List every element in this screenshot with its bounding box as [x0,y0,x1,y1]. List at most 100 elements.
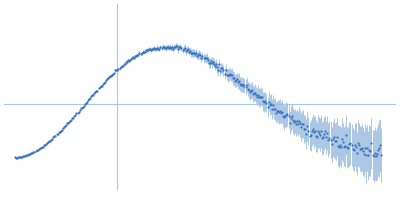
Point [78,106,85,109]
Point [45,141,51,144]
Point [123,60,129,64]
Point [302,127,308,130]
Point [332,140,339,143]
Point [274,109,280,112]
Point [71,114,78,117]
Point [295,122,301,125]
Point [252,91,258,94]
Point [316,131,322,134]
Point [308,130,315,133]
Point [285,114,292,118]
Point [144,49,150,52]
Point [65,121,71,124]
Point [14,156,20,159]
Point [275,110,281,113]
Point [243,83,250,86]
Point [303,133,310,136]
Point [326,136,333,139]
Point [317,133,323,136]
Point [120,64,126,68]
Point [347,142,354,145]
Point [246,88,252,91]
Point [377,143,383,147]
Point [246,90,253,94]
Point [184,48,190,51]
Point [190,52,196,55]
Point [117,65,124,68]
Point [290,119,296,122]
Point [335,144,341,147]
Point [230,76,236,80]
Point [39,145,45,149]
Point [323,136,330,139]
Point [290,121,297,124]
Point [226,72,233,75]
Point [105,77,111,80]
Point [142,49,149,52]
Point [334,135,340,138]
Point [276,110,282,114]
Point [282,114,288,117]
Point [293,122,299,125]
Point [43,142,49,146]
Point [197,54,204,57]
Point [127,58,133,61]
Point [286,121,293,124]
Point [21,154,27,157]
Point [175,48,182,51]
Point [343,133,350,136]
Point [330,137,336,141]
Point [132,55,138,58]
Point [60,127,66,130]
Point [159,45,166,48]
Point [348,143,355,147]
Point [313,134,319,138]
Point [150,47,156,51]
Point [315,130,321,133]
Point [298,126,304,129]
Point [279,110,286,113]
Point [211,62,217,65]
Point [321,132,328,135]
Point [68,118,74,121]
Point [354,151,360,155]
Point [177,46,184,49]
Point [52,134,59,137]
Point [222,69,229,72]
Point [263,101,270,105]
Point [356,143,362,146]
Point [280,114,286,117]
Point [215,68,222,71]
Point [168,47,174,50]
Point [91,92,98,95]
Point [145,48,151,52]
Point [126,59,132,62]
Point [93,90,100,93]
Point [56,130,63,133]
Point [301,127,308,130]
Point [64,122,70,125]
Point [179,48,186,51]
Point [376,147,382,150]
Point [70,116,76,119]
Point [138,52,145,55]
Point [153,48,160,51]
Point [92,90,98,93]
Point [201,56,208,59]
Point [328,143,335,146]
Point [156,47,163,51]
Point [254,95,260,98]
Point [345,146,352,149]
Point [336,145,342,149]
Point [166,46,172,49]
Point [319,137,325,140]
Point [195,53,202,57]
Point [273,111,279,114]
Point [216,63,222,66]
Point [365,154,372,157]
Point [32,149,39,152]
Point [157,45,164,48]
Point [95,87,102,90]
Point [239,83,246,86]
Point [63,124,69,127]
